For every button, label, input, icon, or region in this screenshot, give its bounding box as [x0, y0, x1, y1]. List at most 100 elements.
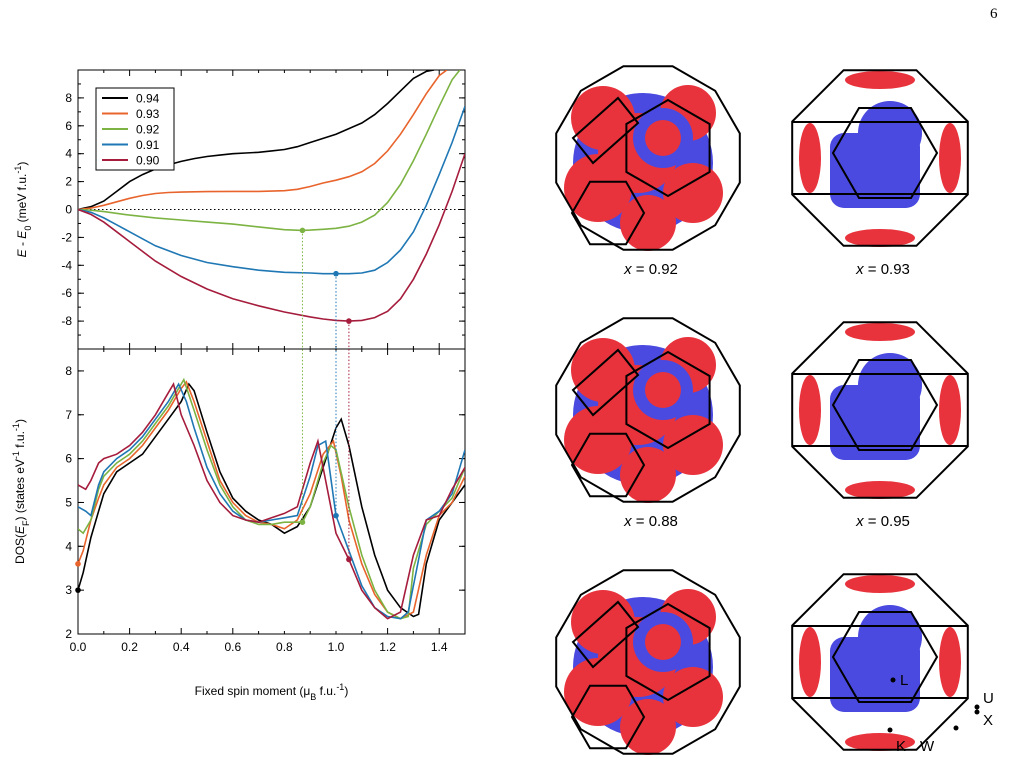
red-surface: [845, 323, 915, 341]
series-line-0.91: [78, 382, 465, 620]
x-tick-label: 0.6: [224, 640, 241, 654]
label-value: = 0.93: [863, 261, 910, 278]
label-value: = 0.88: [631, 513, 678, 530]
series-line-0.90: [78, 153, 465, 322]
y-tick-label: 0: [65, 203, 72, 217]
page-number: 6: [990, 6, 998, 22]
fermi-surface-panel: x = 0.92 x = 0.93 x = 0.88 x = 0.95 L U X K W: [528, 52, 1008, 755]
blue-surface: [858, 605, 922, 669]
high-symmetry-label-L: L: [900, 672, 909, 689]
zone-edge: [571, 600, 640, 669]
series-line-0.94: [78, 70, 435, 211]
y-tick-label: -4: [61, 258, 72, 272]
zone-edge: [571, 96, 640, 165]
y-axis-label: E - E0 (meV f.u.-1): [13, 162, 33, 258]
y-axis-label: DOS(EF) (states eV-1 f.u.-1): [11, 419, 31, 564]
zone-edge: [571, 348, 640, 417]
red-surface: [663, 415, 723, 475]
series-line-0.93: [78, 70, 448, 211]
high-symmetry-point: [890, 677, 896, 683]
y-tick-label: 4: [65, 147, 72, 161]
fermi-surface-5: [536, 562, 766, 777]
x-tick-label: 0.8: [276, 640, 293, 654]
series-line-0.90: [78, 382, 465, 620]
high-symmetry-label-U: U: [983, 690, 994, 707]
red-surface: [620, 447, 676, 503]
brillouin-zone-drawing: [555, 65, 741, 251]
series-line-0.94: [78, 382, 465, 618]
high-symmetry-point: [974, 704, 980, 710]
chart-panel-top: -8 -6 -4 -2 0 2 4 6 8 E - E0 (meV f.u.-1): [13, 69, 466, 350]
y-tick-label: 2: [65, 627, 72, 641]
fermi-surface-label: x = 0.92: [536, 261, 766, 278]
red-surface: [845, 575, 915, 593]
fermi-surface-4: x = 0.95: [768, 310, 998, 530]
fermi-surface-label: x = 0.93: [768, 261, 998, 278]
red-surface: [645, 372, 681, 408]
x-tick-label: 1.2: [379, 640, 396, 654]
legend-label: 0.94: [136, 92, 160, 106]
data-marker: [75, 587, 81, 593]
label-variable: x: [624, 513, 632, 530]
series-line-0.92: [78, 70, 461, 232]
y-tick-label: -2: [61, 230, 72, 244]
zone-edge: [831, 611, 939, 703]
label-value: = 0.95: [863, 513, 910, 530]
y-tick-label: 3: [65, 583, 72, 597]
fermi-surface-3: x = 0.88: [536, 310, 766, 530]
x-tick-label: 0.0: [70, 640, 87, 654]
y-tick-label: -6: [61, 286, 72, 300]
legend: 0.940.93 0.920.91 0.90: [95, 87, 175, 171]
series-line-0.91: [78, 106, 465, 275]
red-surface: [939, 375, 961, 445]
red-surface: [939, 627, 961, 697]
y-tick-label: 6: [65, 452, 72, 466]
label-value: = 0.92: [631, 261, 678, 278]
legend-label: 0.92: [136, 123, 160, 137]
zone-edge: [831, 107, 939, 199]
brillouin-zone-drawing: [555, 317, 741, 503]
red-surface: [799, 627, 821, 697]
red-surface: [663, 667, 723, 727]
zone-edge: [625, 350, 711, 450]
zone-edge: [555, 65, 741, 251]
legend-label: 0.93: [136, 107, 160, 121]
plot-frame: [77, 348, 466, 635]
chart-panel-bottom: 2 3 4 5 6 7 8 0.0 0.2 0.4 0.6 0.8 1.0 1.2 1.4 DOS(EF) (…: [11, 348, 466, 702]
data-marker: [75, 561, 81, 567]
zone-edge: [831, 359, 939, 451]
red-surface: [620, 195, 676, 251]
red-surface: [645, 120, 681, 156]
red-surface: [620, 699, 676, 755]
zone-edge: [625, 602, 711, 702]
legend-label: 0.91: [136, 138, 160, 152]
label-variable: x: [856, 261, 864, 278]
red-surface: [845, 481, 915, 499]
y-tick-label: 4: [65, 539, 72, 553]
brillouin-zone-drawing: [791, 69, 969, 247]
y-tick-label: 5: [65, 495, 72, 509]
high-symmetry-point: [974, 709, 980, 715]
y-tick-label: 8: [65, 91, 72, 105]
high-symmetry-label-X: X: [983, 712, 994, 729]
high-symmetry-label-W: W: [920, 738, 935, 755]
brillouin-zone-drawing: [791, 573, 980, 751]
red-surface: [845, 71, 915, 89]
high-symmetry-label-K: K: [896, 738, 907, 755]
label-variable: x: [624, 261, 632, 278]
zone-edge: [625, 98, 711, 198]
fermi-surface-2: x = 0.93: [768, 58, 998, 278]
blue-surface: [858, 101, 922, 165]
fermi-surface-label: x = 0.88: [536, 513, 766, 530]
label-variable: x: [856, 513, 864, 530]
x-axis-label: Fixed spin moment (μB f.u.-1): [195, 682, 349, 702]
brillouin-zone-drawing: [555, 569, 741, 755]
high-symmetry-point: [887, 727, 893, 733]
red-surface: [799, 123, 821, 193]
zone-edge: [555, 317, 741, 503]
fixed-spin-moment-chart: -8 -6 -4 -2 0 2 4 6 8 E - E0 (meV f.u.-1) 2 3 4 5 6 7 8 0…: [11, 69, 466, 702]
legend-label: 0.90: [136, 154, 160, 168]
y-tick-label: 2: [65, 175, 72, 189]
red-surface: [845, 229, 915, 247]
zone-edge: [570, 180, 646, 246]
